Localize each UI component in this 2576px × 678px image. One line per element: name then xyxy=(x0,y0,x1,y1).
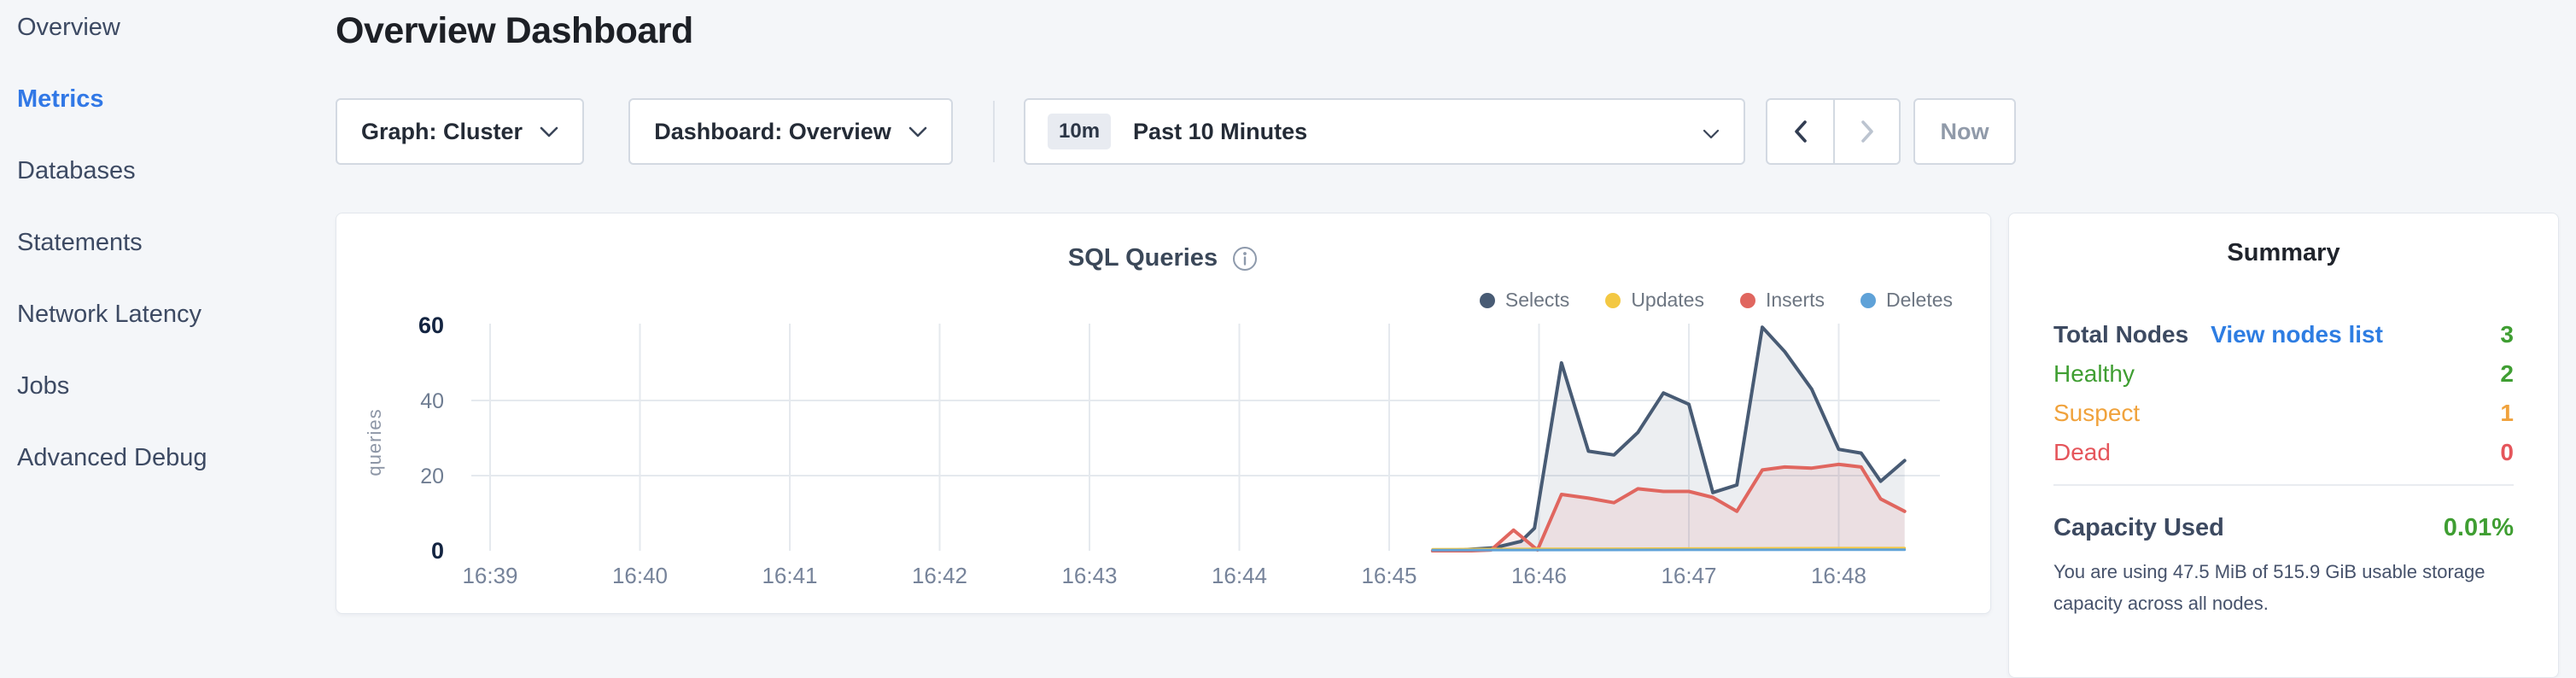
dead-value: 0 xyxy=(2500,439,2514,465)
capacity-used-label: Capacity Used xyxy=(2053,513,2224,541)
sidebar-item-metrics[interactable]: Metrics xyxy=(17,85,104,113)
chart-header: SQL Queries xyxy=(336,244,1990,272)
chevron-down-icon xyxy=(908,126,927,137)
legend-dot xyxy=(1479,292,1495,308)
capacity-used-value: 0.01% xyxy=(2443,513,2514,541)
node-status-list: Total Nodes View nodes list 3 Healthy 2 … xyxy=(2009,315,2558,472)
legend-label: Inserts xyxy=(1765,289,1825,311)
sql-queries-plot[interactable]: 16:39 16:40 16:41 16:42 16:43 16:44 16:45 16:46… xyxy=(336,213,1992,614)
prev-range-button[interactable] xyxy=(1767,100,1833,163)
dashboard-dropdown-label: Dashboard: Overview xyxy=(654,118,891,144)
legend-item-updates[interactable]: Updates xyxy=(1605,289,1704,312)
time-range-pager xyxy=(1766,98,1901,165)
svg-text:16:45: 16:45 xyxy=(1361,563,1417,588)
legend-item-inserts[interactable]: Inserts xyxy=(1739,289,1825,312)
svg-text:40: 40 xyxy=(420,389,444,413)
sidebar-item-network-latency[interactable]: Network Latency xyxy=(17,300,202,328)
svg-text:16:47: 16:47 xyxy=(1661,563,1716,588)
view-nodes-list-link[interactable]: View nodes list xyxy=(2211,321,2383,348)
healthy-nodes-row: Healthy 2 xyxy=(2009,354,2558,394)
chart-legend: Selects Updates Inserts Deletes xyxy=(1479,289,1953,312)
legend-label: Deletes xyxy=(1886,289,1953,311)
now-button[interactable]: Now xyxy=(1913,98,2016,165)
dead-label: Dead xyxy=(2053,439,2111,465)
summary-title: Summary xyxy=(2227,239,2340,266)
summary-panel: Summary Total Nodes View nodes list 3 He… xyxy=(2008,213,2559,678)
svg-text:0: 0 xyxy=(431,538,444,564)
svg-text:16:39: 16:39 xyxy=(462,563,517,588)
suspect-nodes-row: Suspect 1 xyxy=(2009,394,2558,433)
chart-title: SQL Queries xyxy=(1067,244,1218,272)
svg-text:16:43: 16:43 xyxy=(1061,563,1117,588)
healthy-label: Healthy xyxy=(2053,360,2135,387)
suspect-label: Suspect xyxy=(2053,400,2141,426)
svg-text:16:40: 16:40 xyxy=(612,563,668,588)
info-icon[interactable] xyxy=(1231,245,1259,272)
svg-text:16:48: 16:48 xyxy=(1811,563,1866,588)
legend-item-deletes[interactable]: Deletes xyxy=(1860,289,1953,312)
sidebar-item-jobs[interactable]: Jobs xyxy=(17,371,70,400)
graph-dropdown[interactable]: Graph: Cluster xyxy=(336,98,584,165)
dashboard-dropdown[interactable]: Dashboard: Overview xyxy=(628,98,953,165)
legend-label: Selects xyxy=(1504,289,1570,311)
sidebar-item-advanced-debug[interactable]: Advanced Debug xyxy=(17,443,207,471)
legend-dot xyxy=(1860,292,1877,308)
total-nodes-row: Total Nodes View nodes list 3 xyxy=(2009,315,2558,354)
toolbar-divider xyxy=(993,101,995,162)
time-range-badge: 10m xyxy=(1048,114,1112,149)
time-range-label: Past 10 Minutes xyxy=(1133,118,1308,144)
capacity-row: Capacity Used 0.01% xyxy=(2009,506,2558,549)
next-range-button[interactable] xyxy=(1833,100,1899,163)
svg-text:16:41: 16:41 xyxy=(762,563,817,588)
svg-text:60: 60 xyxy=(418,313,444,338)
sidebar: Overview Metrics Databases Statements Ne… xyxy=(0,0,256,494)
sql-queries-chart-card: SQL Queries Selects Updates Inserts xyxy=(336,213,1991,614)
total-nodes-label: Total Nodes xyxy=(2053,321,2189,348)
svg-text:16:44: 16:44 xyxy=(1212,563,1267,588)
healthy-value: 2 xyxy=(2500,360,2514,387)
legend-item-selects[interactable]: Selects xyxy=(1479,289,1570,312)
svg-text:20: 20 xyxy=(420,465,444,488)
legend-label: Updates xyxy=(1631,289,1704,311)
dead-nodes-row: Dead 0 xyxy=(2009,433,2558,472)
chevron-left-icon xyxy=(1794,120,1807,143)
suspect-value: 1 xyxy=(2500,400,2514,426)
total-nodes-value: 3 xyxy=(2500,321,2514,348)
legend-dot xyxy=(1739,292,1755,308)
page-title: Overview Dashboard xyxy=(336,10,693,51)
now-button-label: Now xyxy=(1940,118,1989,144)
sidebar-item-databases[interactable]: Databases xyxy=(17,156,136,184)
legend-dot xyxy=(1605,292,1621,308)
chevron-right-icon xyxy=(1860,120,1873,143)
chevron-down-icon xyxy=(1703,129,1720,139)
summary-divider xyxy=(2053,484,2514,486)
time-range-dropdown[interactable]: 10m Past 10 Minutes xyxy=(1024,98,1745,165)
sidebar-item-statements[interactable]: Statements xyxy=(17,228,143,256)
sidebar-item-overview[interactable]: Overview xyxy=(17,13,120,41)
svg-text:16:42: 16:42 xyxy=(912,563,967,588)
chevron-down-icon xyxy=(540,126,558,137)
svg-text:16:46: 16:46 xyxy=(1511,563,1567,588)
capacity-description: You are using 47.5 MiB of 515.9 GiB usab… xyxy=(2053,561,2485,614)
svg-text:queries: queries xyxy=(364,408,385,476)
graph-dropdown-label: Graph: Cluster xyxy=(360,118,523,144)
